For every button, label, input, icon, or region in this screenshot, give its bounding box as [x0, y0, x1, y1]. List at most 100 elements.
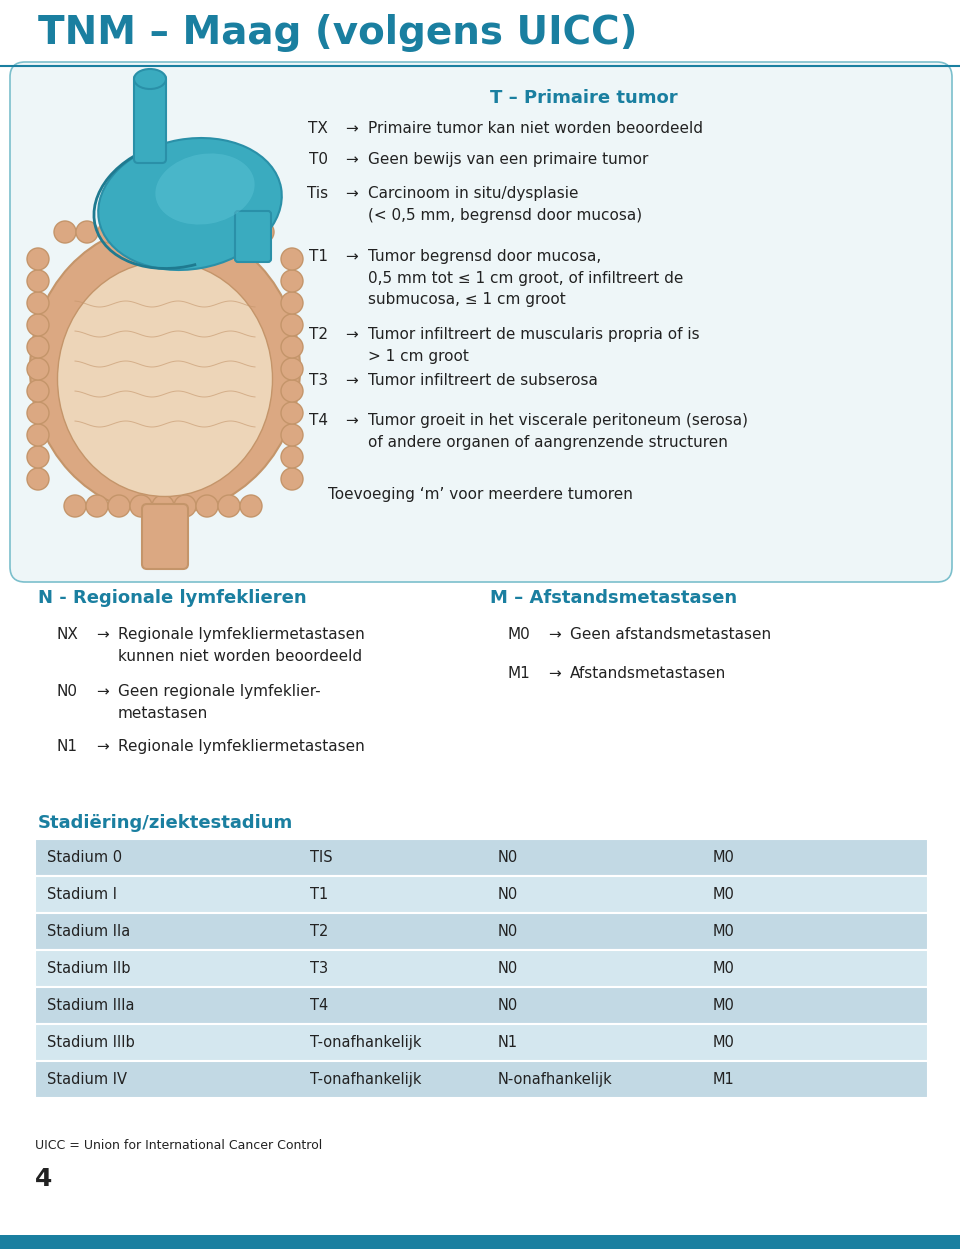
Circle shape [27, 270, 49, 292]
FancyBboxPatch shape [10, 62, 952, 582]
Text: UICC = Union for International Cancer Control: UICC = Union for International Cancer Co… [35, 1139, 323, 1152]
Circle shape [196, 495, 218, 517]
Text: Tumor begrensd door mucosa,
0,5 mm tot ≤ 1 cm groot, of infiltreert de
submucosa: Tumor begrensd door mucosa, 0,5 mm tot ≤… [368, 249, 684, 307]
Circle shape [281, 292, 303, 313]
Text: Regionale lymfekliermetastasen
kunnen niet worden beoordeeld: Regionale lymfekliermetastasen kunnen ni… [118, 627, 365, 663]
Bar [35, 987, 928, 1024]
Text: Stadium IIb: Stadium IIb [47, 960, 131, 975]
Text: M0: M0 [712, 887, 734, 902]
Text: T4: T4 [309, 413, 328, 428]
Bar [35, 950, 928, 987]
Text: T4: T4 [310, 998, 328, 1013]
Ellipse shape [156, 154, 254, 225]
Text: Stadium IV: Stadium IV [47, 1072, 127, 1087]
Circle shape [186, 221, 208, 244]
Circle shape [27, 380, 49, 402]
Text: TNM – Maag (volgens UICC): TNM – Maag (volgens UICC) [38, 14, 637, 52]
Bar [35, 1060, 928, 1098]
Text: Stadium IIIb: Stadium IIIb [47, 1035, 134, 1050]
Text: M1: M1 [507, 666, 530, 681]
Circle shape [252, 221, 274, 244]
Circle shape [281, 358, 303, 380]
Text: N1: N1 [498, 1035, 518, 1050]
Circle shape [230, 221, 252, 244]
Text: 4: 4 [35, 1167, 53, 1192]
Text: Tumor infiltreert de muscularis propria of is
> 1 cm groot: Tumor infiltreert de muscularis propria … [368, 327, 700, 363]
Text: M0: M0 [712, 924, 734, 939]
Text: Tumor groeit in het viscerale peritoneum (serosa)
of andere organen of aangrenze: Tumor groeit in het viscerale peritoneum… [368, 413, 748, 450]
Text: T2: T2 [309, 327, 328, 342]
Text: Stadium IIa: Stadium IIa [47, 924, 131, 939]
Circle shape [54, 221, 76, 244]
Text: T1: T1 [309, 249, 328, 264]
Text: →: → [345, 186, 358, 201]
Text: N0: N0 [498, 998, 518, 1013]
Circle shape [281, 249, 303, 270]
Text: M – Afstandsmetastasen: M – Afstandsmetastasen [490, 590, 737, 607]
FancyBboxPatch shape [134, 75, 166, 164]
Text: N0: N0 [498, 924, 518, 939]
Circle shape [218, 495, 240, 517]
Text: →: → [345, 373, 358, 388]
Text: NX: NX [56, 627, 78, 642]
Circle shape [240, 495, 262, 517]
Text: →: → [345, 249, 358, 264]
Text: →: → [345, 121, 358, 136]
Text: N0: N0 [57, 684, 78, 699]
Bar [35, 913, 928, 950]
Text: T3: T3 [309, 373, 328, 388]
Text: T-onafhankelijk: T-onafhankelijk [310, 1035, 422, 1050]
Circle shape [130, 495, 152, 517]
Circle shape [281, 402, 303, 423]
Text: Primaire tumor kan niet worden beoordeeld: Primaire tumor kan niet worden beoordeel… [368, 121, 703, 136]
Text: Afstandsmetastasen: Afstandsmetastasen [570, 666, 727, 681]
Circle shape [208, 221, 230, 244]
Ellipse shape [134, 69, 166, 89]
Circle shape [76, 221, 98, 244]
Text: TX: TX [308, 121, 328, 136]
Circle shape [27, 249, 49, 270]
Circle shape [86, 495, 108, 517]
Text: Stadium 0: Stadium 0 [47, 851, 122, 866]
Text: N-onafhankelijk: N-onafhankelijk [498, 1072, 612, 1087]
Circle shape [142, 221, 164, 244]
Text: T0: T0 [309, 152, 328, 167]
Circle shape [27, 313, 49, 336]
Circle shape [281, 380, 303, 402]
Bar [35, 876, 928, 913]
Text: Geen afstandsmetastasen: Geen afstandsmetastasen [570, 627, 771, 642]
Text: →: → [345, 327, 358, 342]
Bar [0, 1235, 960, 1249]
Text: Regionale lymfekliermetastasen: Regionale lymfekliermetastasen [118, 739, 365, 754]
Text: Tumor infiltreert de subserosa: Tumor infiltreert de subserosa [368, 373, 598, 388]
Circle shape [281, 313, 303, 336]
Circle shape [27, 468, 49, 490]
Text: N0: N0 [498, 887, 518, 902]
Text: Geen bewijs van een primaire tumor: Geen bewijs van een primaire tumor [368, 152, 648, 167]
Circle shape [27, 402, 49, 423]
Text: →: → [548, 666, 561, 681]
Text: Stadium I: Stadium I [47, 887, 117, 902]
Text: T – Primaire tumor: T – Primaire tumor [490, 89, 678, 107]
Circle shape [120, 221, 142, 244]
Text: T3: T3 [310, 960, 328, 975]
Text: →: → [345, 413, 358, 428]
Text: →: → [548, 627, 561, 642]
Text: →: → [96, 627, 108, 642]
Text: N0: N0 [498, 851, 518, 866]
Text: TIS: TIS [310, 851, 333, 866]
Circle shape [27, 446, 49, 468]
Circle shape [27, 336, 49, 358]
Circle shape [27, 358, 49, 380]
Ellipse shape [30, 224, 300, 515]
Text: N0: N0 [498, 960, 518, 975]
Text: N1: N1 [57, 739, 78, 754]
Ellipse shape [98, 137, 282, 270]
Text: Carcinoom in situ/dysplasie
(< 0,5 mm, begrensd door mucosa): Carcinoom in situ/dysplasie (< 0,5 mm, b… [368, 186, 642, 222]
Text: Stadium IIIa: Stadium IIIa [47, 998, 134, 1013]
Text: M0: M0 [712, 998, 734, 1013]
Text: T2: T2 [310, 924, 329, 939]
Text: Toevoeging ‘m’ voor meerdere tumoren: Toevoeging ‘m’ voor meerdere tumoren [328, 487, 633, 502]
Text: →: → [96, 739, 108, 754]
Text: T-onafhankelijk: T-onafhankelijk [310, 1072, 422, 1087]
